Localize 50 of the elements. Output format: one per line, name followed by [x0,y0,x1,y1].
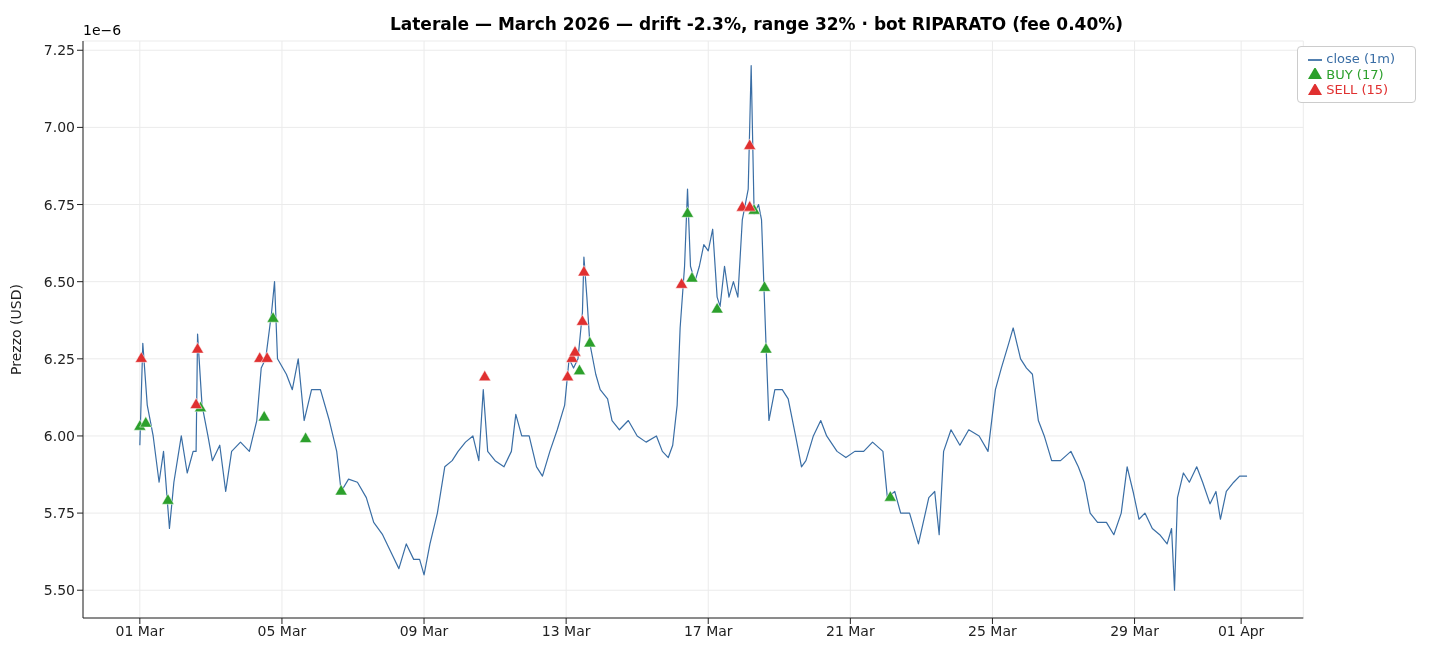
x-tick-label: 09 Mar [399,622,449,639]
y-tick-label: 6.50 [43,273,75,290]
legend-label: close (1m) [1326,51,1395,66]
point [743,200,757,212]
y-tick-label: 7.25 [43,42,75,59]
point [561,370,574,382]
point [883,490,897,502]
point [478,370,492,382]
x-tick-label: 21 Mar [826,622,875,639]
point [759,342,773,354]
point [191,342,204,354]
y-tick-label: 6.75 [43,196,75,213]
y-tick-label: 5.50 [43,582,75,599]
point [299,431,312,443]
y-axis-title: Prezzo (USD) [7,284,24,375]
x-tick-label: 29 Mar [1110,622,1160,639]
x-tick-label: 01 Apr [1217,622,1265,639]
x-tick-label: 17 Mar [683,622,733,639]
point [161,493,175,505]
legend-label: BUY (17) [1326,66,1384,82]
point [675,277,688,289]
point [576,314,589,326]
legend-label: SELL (15) [1326,82,1389,97]
x-tick-label: 05 Mar [257,622,307,639]
point [685,271,699,283]
point [743,138,757,150]
line-series [139,65,1248,591]
y-tick-label: 5.75 [43,505,75,522]
y-tick-label: 7.00 [43,119,75,136]
point [189,397,203,409]
point [257,410,271,422]
point [266,311,280,323]
chart-title: Laterale — March 2026 — drift -2.3%, range 32% · bot RIPARATO (fee 0.40%) [389,14,1124,34]
x-tick-label: 01 Mar [115,622,165,639]
point [134,351,148,363]
point [139,416,153,428]
x-tick-label: 13 Mar [541,622,591,639]
x-tick-label: 25 Mar [968,622,1018,639]
point [577,265,591,277]
point [334,484,348,496]
point [573,363,586,375]
point [583,336,597,348]
y-tick-label: 6.00 [43,427,75,444]
point [681,206,694,218]
point [758,280,771,292]
point [568,345,582,357]
text: 1e−6 [83,22,122,38]
point [260,351,274,363]
y-tick-label: 6.25 [43,350,75,367]
point [710,302,724,314]
